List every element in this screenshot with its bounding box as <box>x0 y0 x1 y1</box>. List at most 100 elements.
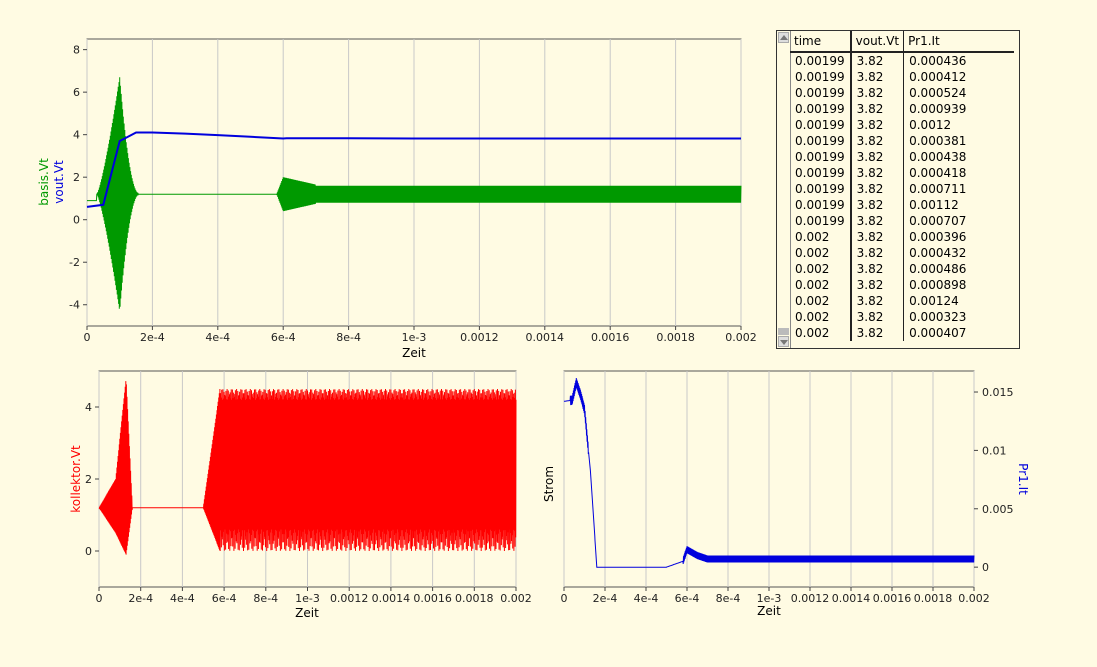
chart-bottom-left-x-ticks: 0 2e-4 4e-4 6e-4 8e-4 1e-3 0.0012 0.0014 0.0016 0… <box>96 587 532 605</box>
table-row[interactable]: 0.00199 3.82 0.000418 <box>790 165 1014 181</box>
x-tick-label: 0.0014 <box>832 592 871 605</box>
table-row[interactable]: 0.002 3.82 0.000323 <box>790 309 1014 325</box>
chart-top-ylabel-basis: basis.Vt <box>37 158 51 206</box>
table-cell-vout: 3.82 <box>850 197 905 213</box>
table-cell-pr1: 0.00112 <box>909 198 959 212</box>
table-cell-pr1: 0.000412 <box>909 70 967 84</box>
scroll-down-button[interactable] <box>778 336 789 347</box>
table-cell-pr1: 0.000407 <box>909 326 967 340</box>
chart-bottom-left-ylabel: kollektor.Vt <box>69 445 83 513</box>
table-row[interactable]: 0.002 3.82 0.000396 <box>790 229 1014 245</box>
scroll-up-button[interactable] <box>778 32 789 43</box>
table-cell-time: 0.00199 <box>790 133 852 149</box>
table-header-pr1[interactable]: Pr1.It <box>903 31 1015 53</box>
table-cell-vout: 3.82 <box>850 101 905 117</box>
y-tick-label: 2 <box>85 473 92 486</box>
chart-bottom-right-x-ticks: 0 2e-4 4e-4 6e-4 8e-4 1e-3 0.0012 0.0014 0.0016 0… <box>561 587 990 605</box>
data-table[interactable]: time vout.Vt Pr1.It 0.00199 3.82 0.000436 0… <box>776 30 1020 349</box>
table-row[interactable]: 0.00199 3.82 0.000939 <box>790 101 1014 117</box>
table-row[interactable]: 0.00199 3.82 0.0012 <box>790 117 1014 133</box>
table-cell-pr1: 0.000436 <box>909 54 967 68</box>
x-tick-label: 6e-4 <box>675 592 700 605</box>
table-header-row: time vout.Vt Pr1.It <box>790 31 1015 53</box>
x-tick-label: 8e-4 <box>253 592 278 605</box>
chart-top-grid <box>86 39 742 326</box>
table-cell-pr1: 0.000432 <box>909 246 967 260</box>
x-tick-label: 4e-4 <box>634 592 659 605</box>
y-tick-label: 0 <box>982 561 989 574</box>
table-header-vout[interactable]: vout.Vt <box>850 31 905 53</box>
table-row[interactable]: 0.00199 3.82 0.000412 <box>790 69 1014 85</box>
table-row[interactable]: 0.00199 3.82 0.000381 <box>790 133 1014 149</box>
x-tick-label: 0.0016 <box>873 592 912 605</box>
table-row[interactable]: 0.00199 3.82 0.000524 <box>790 85 1014 101</box>
table-cell-vout: 3.82 <box>850 117 905 133</box>
arrow-down-icon <box>779 340 788 345</box>
table-row[interactable]: 0.002 3.82 0.000486 <box>790 261 1014 277</box>
chart-bottom-right-ylabel-left: Strom <box>542 466 556 502</box>
table-cell-pr1: 0.000418 <box>909 166 967 180</box>
table-cell-pr1: 0.00124 <box>909 294 959 308</box>
y-tick-label: 4 <box>85 401 92 414</box>
arrow-up-icon <box>779 35 788 40</box>
chart-top-ylabel-vout: vout.Vt <box>52 160 66 204</box>
table-cell-time: 0.002 <box>790 229 852 245</box>
x-tick-label: 0.0018 <box>455 592 494 605</box>
table-cell-vout: 3.82 <box>850 133 905 149</box>
x-tick-label: 0.0016 <box>413 592 452 605</box>
table-scrollbar[interactable] <box>777 31 791 348</box>
table-cell-time: 0.002 <box>790 245 852 261</box>
table-cell-vout: 3.82 <box>850 309 905 325</box>
table-header-time[interactable]: time <box>790 31 852 53</box>
chart-bottom-left-xlabel: Zeit <box>295 606 319 620</box>
table-row[interactable]: 0.00199 3.82 0.000438 <box>790 149 1014 165</box>
x-tick-label: 0.0012 <box>460 331 499 344</box>
y-tick-label: -4 <box>69 299 80 312</box>
table-row[interactable]: 0.002 3.82 0.00124 <box>790 293 1014 309</box>
scroll-thumb[interactable] <box>778 328 789 335</box>
chart-top-y-ticks: -4 -2 0 2 4 6 8 <box>69 44 87 312</box>
series-pr1-it <box>563 377 975 568</box>
x-tick-label: 4e-4 <box>170 592 195 605</box>
table-cell-time: 0.00199 <box>790 101 852 117</box>
table-cell-vout: 3.82 <box>850 181 905 197</box>
table-cell-vout: 3.82 <box>850 165 905 181</box>
x-tick-label: 0 <box>96 592 103 605</box>
table-cell-pr1: 0.000396 <box>909 230 967 244</box>
series-vout-vt <box>86 131 741 208</box>
series-basis-vt <box>87 77 742 309</box>
table-row[interactable]: 0.002 3.82 0.000432 <box>790 245 1014 261</box>
table-cell-time: 0.00199 <box>790 181 852 197</box>
table-row[interactable]: 0.002 3.82 0.000407 <box>790 325 1014 341</box>
chart-bottom-right-xlabel: Zeit <box>757 604 781 618</box>
table-cell-time: 0.00199 <box>790 213 852 229</box>
y-tick-label: 4 <box>73 129 80 142</box>
table-row[interactable]: 0.00199 3.82 0.00112 <box>790 197 1014 213</box>
table-cell-time: 0.00199 <box>790 85 852 101</box>
chart-bottom-left: 0 2e-4 4e-4 6e-4 8e-4 1e-3 0.0012 0.0014 0.0016 0… <box>69 370 532 620</box>
chart-bottom-right-y-ticks: 0 0.005 0.01 0.015 <box>974 386 1014 574</box>
y-tick-label: 0.01 <box>982 444 1007 457</box>
table-cell-pr1: 0.000711 <box>909 182 967 196</box>
table-body: 0.00199 3.82 0.000436 0.00199 3.82 0.000412 0.… <box>790 52 1014 341</box>
table-row[interactable]: 0.00199 3.82 0.000436 <box>790 52 1014 69</box>
table-cell-time: 0.00199 <box>790 165 852 181</box>
x-tick-label: 1e-3 <box>402 331 427 344</box>
y-tick-label: 0 <box>73 214 80 227</box>
x-tick-label: 2e-4 <box>128 592 153 605</box>
table-cell-vout: 3.82 <box>850 213 905 229</box>
x-tick-label: 0.002 <box>500 592 532 605</box>
table-row[interactable]: 0.00199 3.82 0.000707 <box>790 213 1014 229</box>
table-cell-time: 0.002 <box>790 309 852 325</box>
x-tick-label: 8e-4 <box>716 592 741 605</box>
table-cell-vout: 3.82 <box>850 85 905 101</box>
table-row[interactable]: 0.002 3.82 0.000898 <box>790 277 1014 293</box>
table-row[interactable]: 0.00199 3.82 0.000711 <box>790 181 1014 197</box>
table-cell-pr1: 0.000438 <box>909 150 967 164</box>
table-cell-time: 0.00199 <box>790 52 852 69</box>
table-cell-vout: 3.82 <box>850 69 905 85</box>
x-tick-label: 2e-4 <box>593 592 618 605</box>
x-tick-label: 2e-4 <box>140 331 165 344</box>
x-tick-label: 0.002 <box>725 331 757 344</box>
table-cell-vout: 3.82 <box>850 245 905 261</box>
